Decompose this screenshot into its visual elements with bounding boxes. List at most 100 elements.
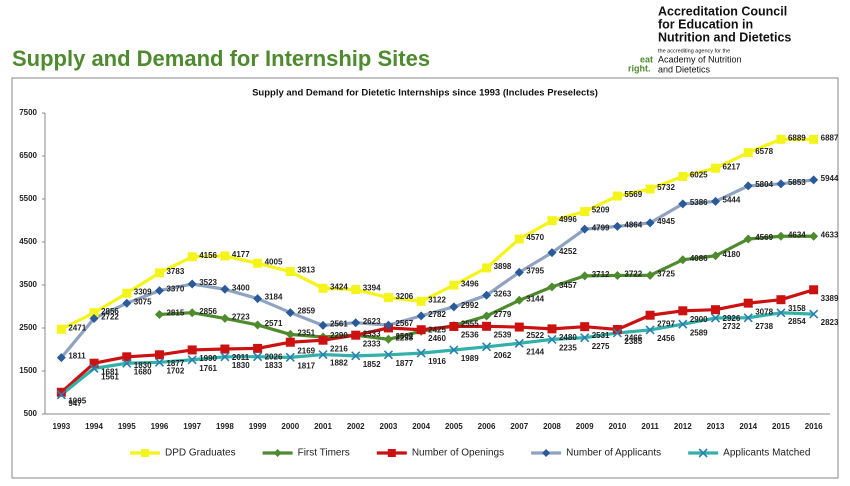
marker xyxy=(56,387,66,397)
marker xyxy=(482,263,492,273)
data-label: 3184 xyxy=(265,293,283,302)
x-tick-label: 2014 xyxy=(739,422,757,431)
data-label: 1989 xyxy=(461,354,479,363)
marker xyxy=(580,271,590,281)
data-label: 3394 xyxy=(363,284,381,293)
marker xyxy=(122,288,132,298)
data-label: 1680 xyxy=(134,367,152,376)
data-label: 5804 xyxy=(755,180,773,189)
series-line xyxy=(60,178,814,359)
x-tick-label: 2000 xyxy=(281,422,299,431)
data-label: 4569 xyxy=(755,233,773,242)
marker xyxy=(514,338,524,348)
data-label: 4005 xyxy=(265,257,283,266)
marker xyxy=(285,352,295,362)
data-label: 2531 xyxy=(592,331,610,340)
data-label: 2779 xyxy=(494,310,512,319)
marker xyxy=(285,308,295,318)
marker xyxy=(612,270,622,280)
marker xyxy=(776,134,786,144)
academy-line: and Dietetics xyxy=(658,64,711,74)
data-label: 2471 xyxy=(68,323,86,332)
data-label: 3263 xyxy=(494,289,512,298)
marker xyxy=(482,321,492,331)
series-line xyxy=(60,311,814,397)
x-tick-label: 2007 xyxy=(510,422,528,431)
marker xyxy=(318,335,328,345)
marker xyxy=(285,337,295,347)
x-tick-label: 1995 xyxy=(118,422,136,431)
marker xyxy=(776,179,786,189)
marker xyxy=(220,352,230,362)
marker xyxy=(547,324,557,334)
marker xyxy=(351,351,361,361)
marker xyxy=(743,298,753,308)
data-label: 3206 xyxy=(395,292,413,301)
marker xyxy=(678,199,688,209)
data-label: 3078 xyxy=(755,307,773,316)
marker xyxy=(711,163,721,173)
data-label: 6025 xyxy=(690,171,708,180)
marker xyxy=(416,348,426,358)
marker xyxy=(383,293,393,303)
marker xyxy=(449,302,459,312)
org-line: for Education in xyxy=(658,17,753,31)
data-label: 3309 xyxy=(134,287,152,296)
data-label: 2502 xyxy=(395,332,413,341)
org-line: Nutrition and Dietetics xyxy=(658,30,791,44)
marker xyxy=(743,148,753,158)
marker xyxy=(318,283,328,293)
org-line: Accreditation Council xyxy=(658,4,787,18)
x-tick-label: 1993 xyxy=(52,422,70,431)
y-tick-label: 7500 xyxy=(19,108,37,117)
marker xyxy=(285,267,295,277)
marker xyxy=(776,295,786,305)
data-label: 4945 xyxy=(657,217,675,226)
y-tick-label: 3500 xyxy=(19,280,37,289)
x-tick-label: 2008 xyxy=(543,422,561,431)
marker xyxy=(351,285,361,295)
marker xyxy=(89,313,99,323)
tagline: the accrediting agency for the xyxy=(658,48,730,54)
data-label: 3457 xyxy=(559,281,577,290)
marker xyxy=(482,290,492,300)
marker xyxy=(383,320,393,330)
marker xyxy=(220,344,230,354)
marker xyxy=(318,320,328,330)
x-tick-label: 1998 xyxy=(216,422,234,431)
y-tick-label: 2500 xyxy=(19,323,37,332)
marker xyxy=(645,270,655,280)
marker xyxy=(449,345,459,355)
data-label: 4252 xyxy=(559,247,577,256)
data-label: 1882 xyxy=(330,359,348,368)
legend-marker xyxy=(141,449,149,457)
marker xyxy=(645,310,655,320)
x-tick-label: 2015 xyxy=(772,422,790,431)
marker xyxy=(809,175,819,185)
x-tick-label: 1996 xyxy=(151,422,169,431)
data-label: 2235 xyxy=(559,344,577,353)
marker xyxy=(122,352,132,362)
marker xyxy=(612,221,622,231)
marker xyxy=(481,342,492,352)
data-label: 3722 xyxy=(624,270,642,279)
marker xyxy=(187,308,197,318)
marker xyxy=(678,255,688,265)
marker xyxy=(56,390,66,400)
data-label: 2290 xyxy=(330,331,348,340)
marker xyxy=(154,309,164,319)
marker xyxy=(89,363,99,373)
x-tick-label: 2005 xyxy=(445,422,463,431)
data-label: 1830 xyxy=(232,361,250,370)
marker xyxy=(580,224,590,234)
legend-marker xyxy=(698,448,708,458)
data-label: 1852 xyxy=(363,360,381,369)
data-label: 2900 xyxy=(690,315,708,324)
data-label: 4634 xyxy=(788,230,806,239)
data-label: 2992 xyxy=(461,301,479,310)
data-label: 2856 xyxy=(199,307,217,316)
marker xyxy=(253,343,263,353)
marker xyxy=(776,231,786,241)
data-label: 2011 xyxy=(232,353,250,362)
